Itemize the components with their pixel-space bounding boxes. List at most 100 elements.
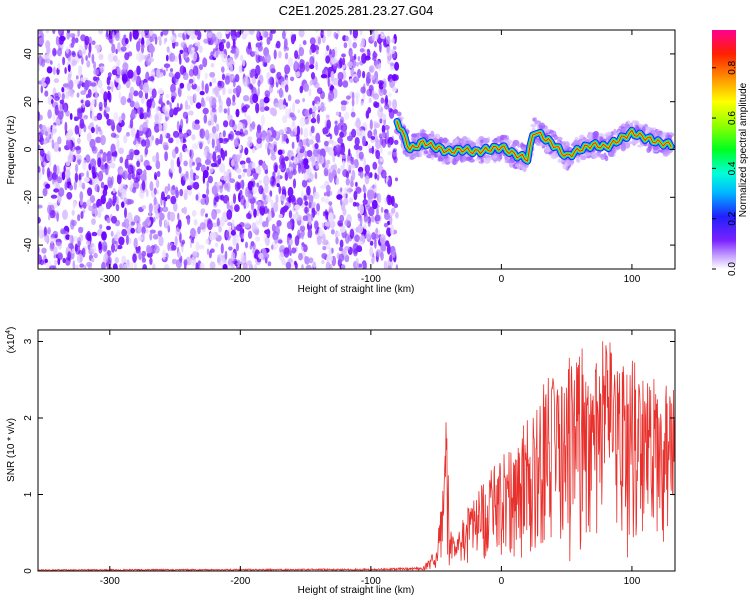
noise-speckle (357, 55, 361, 62)
noise-speckle (166, 194, 171, 200)
noise-speckle (380, 243, 387, 252)
noise-speckle (142, 264, 148, 269)
noise-speckle (247, 230, 253, 239)
snr-x-axis-label: Height of straight line (km) (298, 585, 415, 596)
noise-speckle (82, 159, 87, 171)
noise-speckle (301, 244, 305, 251)
noise-speckle (179, 82, 185, 89)
noise-speckle (86, 170, 89, 180)
noise-speckle (93, 61, 97, 70)
noise-speckle (162, 206, 169, 213)
signal-halo (596, 151, 601, 156)
signal-halo (555, 153, 559, 159)
noise-speckle (141, 226, 146, 235)
noise-speckle (225, 230, 230, 239)
noise-speckle (162, 142, 169, 149)
noise-speckle (262, 55, 265, 65)
noise-speckle (393, 139, 399, 145)
noise-speckle (188, 78, 194, 84)
noise-speckle (310, 117, 317, 124)
noise-speckle (49, 243, 55, 252)
noise-speckle (250, 241, 255, 247)
noise-speckle (84, 79, 90, 91)
noise-speckle (277, 170, 281, 182)
spectrogram-y-axis-label: Frequency (Hz) (6, 116, 17, 185)
noise-speckle (41, 247, 47, 254)
noise-speckle (234, 154, 240, 162)
noise-speckle (304, 255, 308, 265)
noise-speckle (213, 196, 217, 206)
noise-speckle (122, 62, 129, 71)
noise-speckle (114, 257, 120, 264)
noise-speckle (374, 172, 378, 180)
noise-speckle (179, 65, 186, 75)
noise-speckle (162, 105, 167, 113)
noise-speckle (358, 145, 363, 151)
noise-speckle (74, 146, 81, 151)
noise-speckle (315, 161, 320, 170)
noise-speckle (365, 205, 372, 211)
noise-speckle (216, 138, 220, 149)
noise-speckle (74, 172, 79, 184)
noise-speckle (134, 262, 137, 269)
noise-speckle (190, 227, 196, 238)
noise-speckle (256, 208, 260, 217)
noise-speckle (185, 215, 191, 220)
noise-speckle (64, 67, 67, 74)
noise-speckle (364, 164, 371, 174)
noise-speckle (299, 225, 306, 232)
noise-speckle (256, 30, 260, 38)
noise-speckle (221, 149, 226, 161)
noise-speckle (378, 63, 382, 72)
noise-speckle (258, 159, 264, 166)
colorbar-label: Normalized spectral amplitude (738, 82, 749, 217)
noise-speckle (221, 73, 226, 81)
noise-speckle (157, 230, 163, 237)
noise-speckle (235, 108, 240, 118)
noise-speckle (203, 30, 207, 33)
noise-speckle (147, 57, 154, 63)
noise-speckle (156, 170, 161, 178)
noise-speckle (309, 80, 313, 86)
noise-speckle (92, 172, 97, 179)
noise-speckle (326, 30, 332, 38)
noise-speckle (303, 127, 309, 139)
noise-speckle (308, 107, 313, 115)
noise-speckle (202, 57, 208, 68)
noise-speckle (203, 149, 208, 158)
noise-speckle (158, 235, 164, 247)
noise-speckle (326, 119, 332, 130)
noise-speckle (104, 106, 111, 113)
noise-speckle (129, 100, 135, 108)
noise-speckle (106, 204, 109, 210)
noise-speckle (215, 46, 219, 51)
noise-speckle (103, 253, 108, 264)
noise-speckle (199, 142, 203, 150)
noise-speckle (287, 57, 294, 67)
noise-speckle (181, 52, 189, 59)
noise-speckle (389, 254, 393, 262)
noise-speckle (112, 31, 115, 42)
noise-speckle (56, 176, 63, 184)
noise-speckle (327, 76, 330, 87)
noise-speckle (133, 70, 138, 81)
noise-speckle (314, 171, 318, 180)
noise-speckle (111, 152, 116, 157)
noise-speckle (205, 238, 210, 245)
noise-speckle (232, 38, 236, 49)
noise-speckle (75, 75, 79, 80)
noise-speckle (281, 186, 286, 193)
noise-speckle (264, 90, 271, 98)
noise-speckle (303, 164, 310, 170)
noise-speckle (88, 42, 92, 54)
noise-speckle (345, 178, 350, 186)
noise-speckle (151, 88, 157, 99)
noise-speckle (340, 197, 343, 206)
colorbar-tick-label: 0.0 (727, 262, 738, 276)
noise-speckle (234, 47, 240, 58)
noise-speckle (171, 258, 178, 265)
noise-speckle (385, 46, 392, 57)
snr-y-tick-label: 2 (23, 415, 34, 421)
signal-halo (583, 152, 591, 157)
noise-speckle (383, 222, 389, 228)
